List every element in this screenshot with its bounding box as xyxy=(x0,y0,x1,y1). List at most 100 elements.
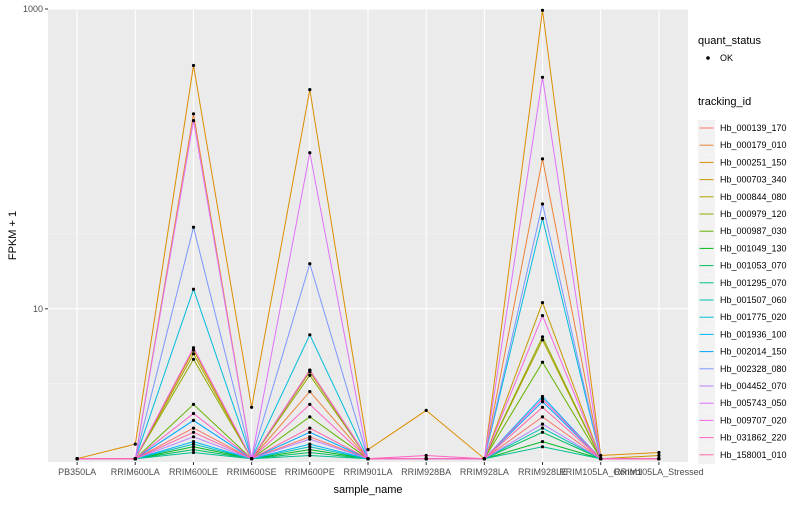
data-point xyxy=(191,435,196,439)
legend-item-label: Hb_001049_130 xyxy=(720,243,787,253)
legend-item-label: Hb_000703_340 xyxy=(720,175,787,185)
data-point xyxy=(191,225,196,229)
data-point xyxy=(308,262,312,266)
data-point xyxy=(540,314,545,318)
data-point xyxy=(308,450,312,455)
data-point xyxy=(657,450,661,455)
data-point xyxy=(599,453,603,458)
y-tick-label: 1000 xyxy=(23,4,43,14)
data-point xyxy=(540,8,545,12)
x-tick-label: RRIM928BA xyxy=(401,467,451,477)
data-point xyxy=(540,360,545,364)
legend-item-label: Hb_001295_070 xyxy=(720,278,787,288)
data-point xyxy=(540,400,545,404)
data-point xyxy=(424,453,428,458)
legend: quant_status tracking_id OK Hb_000139_170… xyxy=(698,35,787,464)
legend-shape-title: quant_status xyxy=(698,35,761,47)
data-point xyxy=(191,287,196,291)
legend-item-label: Hb_001053_070 xyxy=(720,261,787,271)
data-point xyxy=(540,216,545,221)
data-point xyxy=(191,357,196,361)
data-point xyxy=(191,450,196,455)
data-point xyxy=(250,457,254,461)
x-tick-label: RRIM928LA xyxy=(460,467,509,477)
x-tick-label: PB350LA xyxy=(58,467,96,477)
data-point xyxy=(540,397,545,401)
legend-item-label: Hb_001507_060 xyxy=(720,295,787,305)
legend-item-label: Hb_000987_030 xyxy=(720,226,787,236)
data-point xyxy=(191,440,196,444)
data-point xyxy=(308,426,312,430)
data-point xyxy=(308,453,312,458)
data-point xyxy=(657,457,661,461)
data-point xyxy=(366,457,370,461)
data-point xyxy=(133,442,137,446)
data-point xyxy=(308,442,312,446)
data-point xyxy=(657,453,661,458)
legend-color-title: tracking_id xyxy=(698,96,751,108)
data-point xyxy=(308,402,312,406)
data-point xyxy=(308,151,312,155)
data-point xyxy=(308,373,312,377)
data-point xyxy=(424,457,428,461)
legend-item-label: Hb_000179_010 xyxy=(720,140,787,150)
legend-item-label: Hb_002014_150 xyxy=(720,347,787,357)
data-point xyxy=(191,448,196,452)
x-tick-label: RRIM105LA_Control xyxy=(559,467,642,477)
data-point xyxy=(482,457,486,461)
data-point xyxy=(308,448,312,452)
x-tick-label: RRIM105LA_Stressed xyxy=(614,467,704,477)
x-tick-label: RRIM600SE xyxy=(227,467,277,477)
data-point xyxy=(250,405,254,409)
axes: 10 1000 PB350LA RRIM600LA RRIM600LE RRIM600SE… xyxy=(23,4,704,477)
data-point xyxy=(424,408,428,412)
data-point xyxy=(191,112,196,116)
data-point xyxy=(308,437,312,441)
legend-shape-key xyxy=(706,56,710,60)
grid-layer xyxy=(48,8,688,462)
data-point xyxy=(540,338,545,342)
data-point xyxy=(191,426,196,430)
y-axis-title: FPKM + 1 xyxy=(7,211,19,260)
data-point xyxy=(191,418,196,422)
data-point xyxy=(540,335,545,339)
data-point xyxy=(540,75,545,79)
data-point xyxy=(191,411,196,416)
data-point xyxy=(540,415,545,419)
data-point xyxy=(540,422,545,426)
data-point xyxy=(191,63,196,68)
data-point xyxy=(540,157,545,161)
legend-item-label: Hb_002328_080 xyxy=(720,364,787,374)
x-axis-title: sample_name xyxy=(333,484,402,496)
data-point xyxy=(191,430,196,434)
data-point xyxy=(540,430,545,434)
data-point xyxy=(308,88,312,92)
x-tick-label: RRIM600PE xyxy=(285,467,335,477)
data-point xyxy=(191,119,196,123)
legend-item-label: Hb_000251_150 xyxy=(720,157,787,167)
data-point xyxy=(540,301,545,305)
legend-item-label: Hb_009707_020 xyxy=(720,415,787,425)
data-point xyxy=(308,435,312,439)
legend-item-label: Hb_001775_020 xyxy=(720,312,787,322)
data-point xyxy=(75,457,79,461)
data-point xyxy=(308,430,312,434)
data-point xyxy=(540,405,545,409)
data-point xyxy=(366,448,370,452)
data-point xyxy=(540,445,545,449)
legend-item-label: Hb_158001_010 xyxy=(720,450,787,460)
data-point xyxy=(308,390,312,394)
legend-item-label: Hb_005743_050 xyxy=(720,398,787,408)
data-point xyxy=(191,442,196,446)
data-point xyxy=(540,426,545,430)
x-tick-label: RRIM901LA xyxy=(343,467,392,477)
legend-item-label: Hb_000979_120 xyxy=(720,209,787,219)
data-point xyxy=(540,202,545,206)
legend-item-label: Hb_000844_080 xyxy=(720,192,787,202)
data-point xyxy=(599,457,603,461)
x-tick-label: RRIM600LE xyxy=(169,467,218,477)
y-tick-label: 10 xyxy=(33,304,43,314)
x-tick-label: RRIM928LE xyxy=(518,467,567,477)
